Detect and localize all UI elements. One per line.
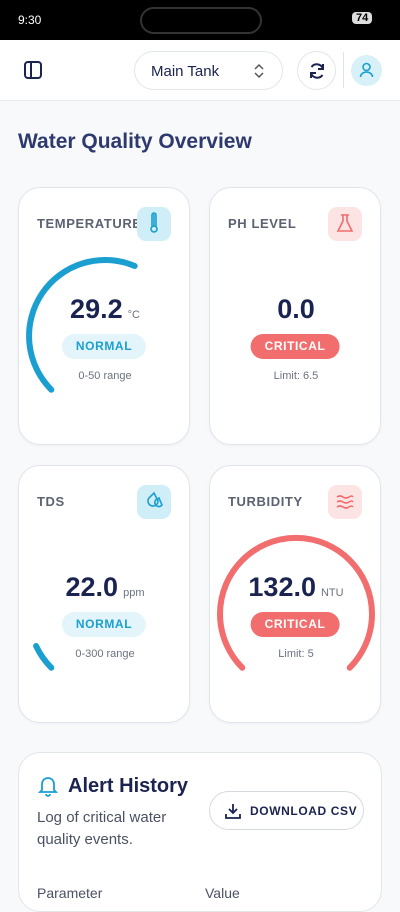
metric-card: TDS 22.0 ppm NORMAL 0-300 range: [18, 465, 190, 723]
header: Main Tank: [0, 40, 400, 101]
status-bar: 9:30 74: [0, 0, 400, 40]
metric-note: Limit: 6.5: [273, 370, 319, 382]
refresh-button[interactable]: [297, 51, 336, 90]
metric-label: TDS: [37, 494, 65, 509]
gauge-arc: [26, 257, 138, 393]
icon: [147, 491, 163, 508]
alert-card: Alert History Log of critical water qual…: [18, 752, 382, 912]
status-badge: CRITICAL: [250, 334, 340, 359]
table-header: Parameter: [37, 885, 103, 901]
icon: [150, 212, 158, 233]
table-header: Value: [205, 885, 240, 901]
profile-button[interactable]: [351, 55, 382, 86]
battery: 74: [352, 12, 373, 24]
unit-text: NTU: [320, 587, 344, 599]
user-icon: [359, 62, 374, 78]
metric-card: TEMPERATURE 29.2 °C NORMAL 0-50 range: [18, 187, 190, 445]
metric-value: 0.0: [210, 294, 382, 325]
value-text: 132.0: [248, 572, 316, 602]
gauge: [33, 643, 55, 671]
clock: 9:30: [18, 13, 42, 27]
icon-path: [150, 212, 158, 233]
status-badge: CRITICAL: [250, 612, 340, 637]
metric-value: 22.0 ppm: [19, 572, 191, 603]
page-title: Water Quality Overview: [18, 130, 252, 153]
metric-card: PH LEVEL 0.0 CRITICAL Limit: 6.5: [209, 187, 381, 445]
alert-description: Log of critical water quality events.: [37, 809, 167, 848]
sidebar-toggle[interactable]: [24, 61, 42, 79]
icon-path: [336, 214, 354, 232]
icon-path: [147, 491, 163, 508]
download-button[interactable]: DOWNLOAD CSV: [209, 791, 364, 830]
gauge-arc: [33, 643, 55, 671]
gauge: [217, 534, 375, 671]
divider: [343, 52, 344, 88]
status-badge: NORMAL: [61, 612, 147, 637]
metric-label: TEMPERATURE: [37, 216, 142, 231]
metric-label: TURBIDITY: [228, 494, 303, 509]
icon: [336, 214, 354, 232]
metric-icon: [328, 207, 362, 241]
icon: [336, 495, 354, 509]
metric-value: 29.2 °C: [19, 294, 191, 325]
alert-title: Alert History: [68, 775, 189, 797]
download-icon: [225, 804, 241, 819]
chevrons: [254, 63, 264, 79]
metric-note: 0-300 range: [75, 648, 135, 660]
value-text: 0.0: [277, 294, 315, 324]
unit-text: ppm: [123, 587, 145, 599]
metric-note: 0-50 range: [78, 370, 132, 382]
bell-icon: [38, 777, 58, 797]
gauge-arc: [217, 534, 375, 671]
dynamic-island: [140, 7, 262, 34]
download-text: DOWNLOAD CSV: [250, 804, 358, 818]
metric-icon: [137, 207, 171, 241]
icon-path: [336, 495, 354, 509]
metric-icon: [137, 485, 171, 519]
metric-note: Limit: 5: [278, 648, 314, 660]
metric-label: PH LEVEL: [228, 216, 297, 231]
metric-icon: [328, 485, 362, 519]
value-text: 29.2: [70, 294, 123, 324]
metric-card: TURBIDITY 132.0 NTU CRITICAL Limit: 5: [209, 465, 381, 723]
value-text: 22.0: [65, 572, 119, 602]
metric-value: 132.0 NTU: [210, 572, 382, 603]
tank-selector-text: Main Tank: [151, 63, 220, 80]
gauge: [26, 257, 138, 393]
refresh-icon: [310, 63, 324, 79]
status-badge: NORMAL: [61, 334, 147, 359]
tank-selector[interactable]: Main Tank: [134, 51, 283, 90]
unit-text: °C: [127, 309, 140, 321]
